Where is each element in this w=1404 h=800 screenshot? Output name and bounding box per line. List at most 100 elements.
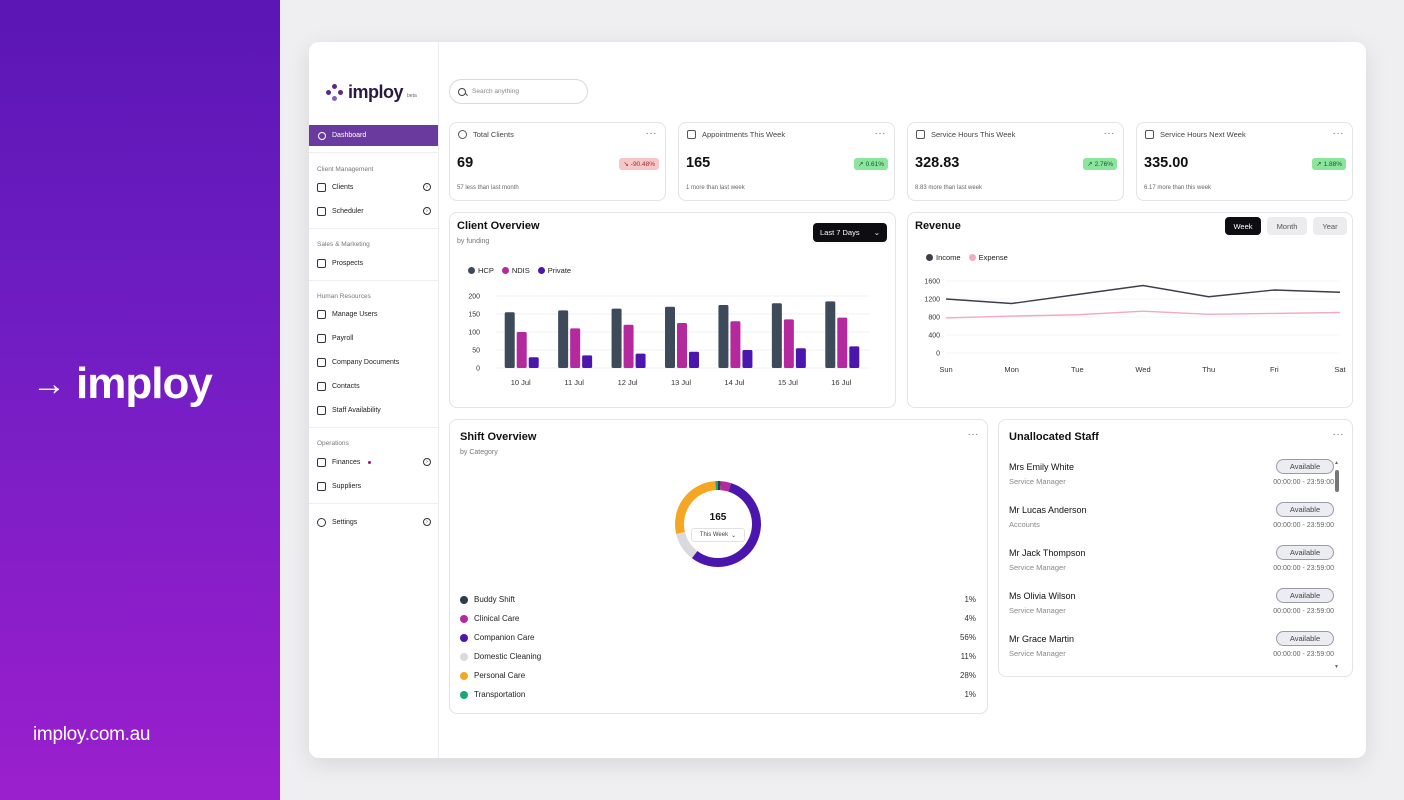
sidebar-item-manage-users[interactable]: Manage Users bbox=[317, 306, 431, 322]
bar-ndis bbox=[783, 319, 794, 368]
staff-scrollbar[interactable]: ▲ ▼ bbox=[1334, 460, 1339, 670]
brand-logo-text: imploy bbox=[76, 359, 213, 408]
trend-value: -90.48% bbox=[630, 160, 655, 168]
staff-role: Service Manager bbox=[1009, 649, 1066, 658]
staff-name: Mr Jack Thompson bbox=[1009, 548, 1086, 558]
trend-badge: ↘ -90.48% bbox=[619, 158, 659, 170]
sidebar-item-finances[interactable]: Finances › bbox=[317, 454, 431, 470]
availability-time: 00:00:00 - 23:59:00 bbox=[1273, 479, 1334, 486]
donut-slice-domestic-cleaning bbox=[676, 531, 698, 559]
scroll-up-icon[interactable]: ▲ bbox=[1334, 460, 1339, 466]
staff-name: Mr Lucas Anderson bbox=[1009, 505, 1087, 515]
sidebar-item-contacts[interactable]: Contacts bbox=[317, 378, 431, 394]
scrollbar-thumb[interactable] bbox=[1335, 470, 1339, 492]
date-range-dropdown[interactable]: Last 7 Days ⌄ bbox=[813, 223, 887, 242]
legend-item: Private bbox=[537, 266, 572, 275]
donut-slice-clinical-care bbox=[720, 481, 732, 492]
unallocated-staff-card: Unallocated Staff ··· Mrs Emily White Se… bbox=[998, 419, 1353, 677]
stat-subtext: 1 more than last week bbox=[686, 185, 745, 191]
x-tick-label: 13 Jul bbox=[671, 378, 691, 387]
more-options-icon[interactable]: ··· bbox=[1332, 429, 1344, 440]
availability-badge[interactable]: Available bbox=[1276, 502, 1334, 517]
chart-legend: Income Expense bbox=[926, 253, 1008, 262]
availability-badge[interactable]: Available bbox=[1276, 631, 1334, 646]
y-tick-label: 100 bbox=[468, 330, 480, 337]
trend-up-icon: ↗ bbox=[858, 161, 864, 168]
staff-row[interactable]: Mr Grace Martin Service Manager Availabl… bbox=[1009, 631, 1339, 666]
tab-year[interactable]: Year bbox=[1313, 217, 1347, 235]
staff-row[interactable]: Ms Olivia Wilson Service Manager Availab… bbox=[1009, 588, 1339, 623]
more-options-icon[interactable]: ··· bbox=[645, 128, 657, 139]
staff-name: Mrs Emily White bbox=[1009, 462, 1074, 472]
search-input[interactable]: Search anything bbox=[449, 79, 588, 104]
category-name: Transportation bbox=[474, 690, 526, 699]
staff-row[interactable]: Mrs Emily White Service Manager Availabl… bbox=[1009, 459, 1339, 494]
category-percent: 1% bbox=[964, 690, 976, 699]
more-options-icon[interactable]: ··· bbox=[874, 128, 886, 139]
card-title: Unallocated Staff bbox=[1009, 431, 1099, 443]
availability-badge[interactable]: Available bbox=[1276, 459, 1334, 474]
legend-item: Expense bbox=[968, 253, 1008, 262]
sidebar-item-dashboard[interactable]: Dashboard bbox=[309, 125, 438, 146]
category-percent: 56% bbox=[959, 633, 976, 642]
staff-role: Service Manager bbox=[1009, 477, 1066, 486]
card-title: Shift Overview bbox=[460, 431, 537, 443]
donut-slice-companion-care bbox=[691, 483, 761, 567]
brand-url: imploy.com.au bbox=[33, 724, 151, 745]
stat-value: 328.83 bbox=[915, 155, 960, 171]
bed-icon bbox=[1145, 130, 1154, 139]
sidebar-item-scheduler[interactable]: Scheduler › bbox=[317, 203, 431, 219]
tab-week[interactable]: Week bbox=[1225, 217, 1261, 235]
sidebar-item-company-documents[interactable]: Company Documents bbox=[317, 354, 431, 370]
staff-row[interactable]: Mr Jack Thompson Service Manager Availab… bbox=[1009, 545, 1339, 580]
app-logo[interactable]: imploy beta bbox=[326, 82, 417, 103]
sidebar-item-prospects[interactable]: Prospects bbox=[317, 255, 431, 271]
category-swatch bbox=[460, 614, 468, 623]
sidebar-item-settings[interactable]: Settings › bbox=[317, 514, 431, 530]
sidebar-item-label: Clients bbox=[332, 183, 354, 191]
category-percent: 11% bbox=[960, 652, 976, 661]
scroll-down-icon[interactable]: ▼ bbox=[1334, 664, 1339, 670]
x-tick-label: 10 Jul bbox=[511, 378, 531, 387]
sidebar-item-label: Suppliers bbox=[332, 482, 362, 490]
chevron-right-icon: › bbox=[423, 518, 431, 526]
category-name: Companion Care bbox=[474, 633, 535, 642]
search-placeholder: Search anything bbox=[472, 88, 519, 95]
sidebar-item-label: Company Documents bbox=[332, 358, 400, 366]
tab-month[interactable]: Month bbox=[1267, 217, 1307, 235]
more-options-icon[interactable]: ··· bbox=[1332, 128, 1344, 139]
availability-badge[interactable]: Available bbox=[1276, 588, 1334, 603]
nav-divider bbox=[309, 228, 438, 229]
nav-section-human-resources: Human Resources bbox=[317, 293, 371, 300]
stat-value: 335.00 bbox=[1144, 155, 1189, 171]
staff-role: Accounts bbox=[1009, 520, 1040, 529]
chevron-right-icon: › bbox=[423, 458, 431, 466]
y-tick-label: 200 bbox=[468, 294, 480, 301]
donut-total: 165 bbox=[709, 512, 727, 523]
sidebar-item-suppliers[interactable]: Suppliers bbox=[317, 478, 431, 494]
y-tick-label: 1600 bbox=[924, 279, 940, 286]
y-tick-label: 0 bbox=[936, 351, 940, 358]
category-swatch bbox=[460, 690, 468, 699]
availability-badge[interactable]: Available bbox=[1276, 545, 1334, 560]
trend-up-icon: ↗ bbox=[1087, 161, 1093, 168]
bar-private bbox=[795, 348, 806, 368]
sidebar-item-label: Contacts bbox=[332, 382, 360, 390]
sidebar-item-staff-availability[interactable]: Staff Availability bbox=[317, 402, 431, 418]
megaphone-icon bbox=[317, 258, 326, 268]
staff-row[interactable]: Mr Lucas Anderson Accounts Available 00:… bbox=[1009, 502, 1339, 537]
more-options-icon[interactable]: ··· bbox=[1103, 128, 1115, 139]
sidebar-item-label: Dashboard bbox=[332, 132, 367, 139]
bar-hcp bbox=[611, 308, 622, 368]
period-label: This Week bbox=[699, 532, 729, 538]
legend-label: Private bbox=[547, 266, 572, 275]
notification-dot bbox=[368, 460, 372, 464]
more-options-icon[interactable]: ··· bbox=[967, 429, 979, 440]
stat-title: Total Clients bbox=[473, 130, 514, 139]
category-row: Companion Care 56% bbox=[460, 633, 976, 642]
sidebar-item-clients[interactable]: Clients › bbox=[317, 179, 431, 195]
legend-label: NDIS bbox=[511, 266, 530, 275]
period-dropdown[interactable]: This Week ⌄ bbox=[691, 528, 745, 542]
sidebar-item-payroll[interactable]: Payroll bbox=[317, 330, 431, 346]
trend-down-icon: ↘ bbox=[623, 161, 629, 168]
